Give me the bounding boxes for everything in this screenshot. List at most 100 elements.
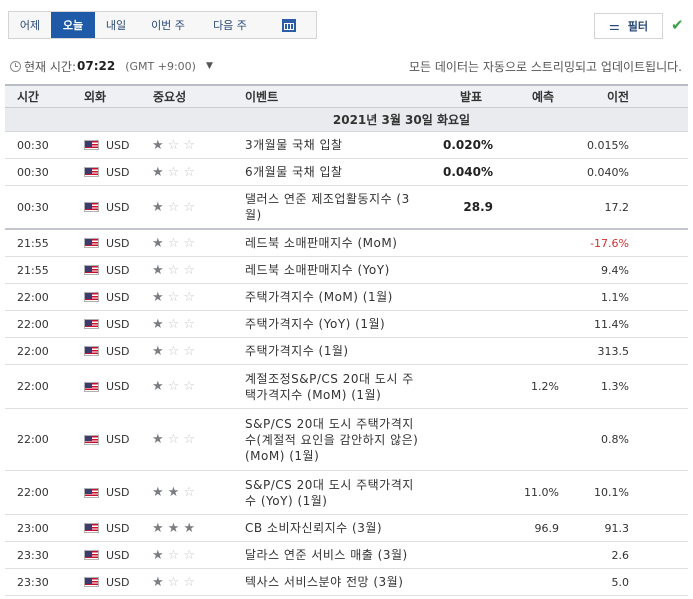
star-empty-icon: ☆ xyxy=(183,547,195,563)
row-importance: ★ ☆ ☆ xyxy=(148,380,240,393)
row-importance: ★ ☆ ☆ xyxy=(148,549,240,562)
currency-code: USD xyxy=(106,138,130,152)
table-row[interactable]: 22:00 USD ★ ☆ ☆ 계절조정S&P/CS 20대 도시 주택가격지수 (MoM… xyxy=(5,365,688,409)
star-filled-icon: ★ xyxy=(152,262,164,278)
importance-stars: ★ ☆ ☆ xyxy=(148,576,240,589)
currency-code: USD xyxy=(106,200,130,214)
row-previous: 5.0 xyxy=(611,575,630,589)
row-currency: USD xyxy=(78,139,148,152)
star-filled-icon: ★ xyxy=(152,547,164,563)
row-event[interactable]: 주택가격지수 (YoY) (1월) xyxy=(245,317,386,331)
row-previous: 0.015% xyxy=(587,138,629,152)
table-header: 시간 외화 중요성 이벤트 발표 예측 이전 xyxy=(5,84,688,108)
currency-code: USD xyxy=(106,380,130,393)
table-row[interactable]: 23:30 USD ★ ☆ ☆ 달라스 연준 서비스 매출 (3월) 2.6 xyxy=(5,542,688,569)
row-previous: 17.2 xyxy=(604,200,630,214)
col-actual[interactable]: 발표 xyxy=(459,90,483,104)
us-flag-icon xyxy=(84,167,99,177)
tab-today[interactable]: 오늘 xyxy=(51,12,95,38)
row-currency: USD xyxy=(78,318,148,331)
col-time[interactable]: 시간 xyxy=(17,90,40,104)
star-empty-icon: ☆ xyxy=(183,432,195,447)
row-event[interactable]: 레드북 소매판매지수 (YoY) xyxy=(245,263,390,277)
row-previous: 11.4% xyxy=(594,317,629,331)
table-row[interactable]: 00:30 USD ★ ☆ ☆ 댈러스 연준 제조업활동지수 (3월) 28.9 17.2 xyxy=(5,186,688,230)
table-row[interactable]: 23:00 USD ★ ★ ★ CB 소비자신뢰지수 (3월) 96.9 91.3 xyxy=(5,515,688,542)
row-previous: 313.5 xyxy=(597,344,630,358)
star-empty-icon: ☆ xyxy=(167,432,180,447)
tab-this-week[interactable]: 이번 주 xyxy=(151,19,185,32)
row-importance: ★ ☆ ☆ xyxy=(148,201,240,214)
table-row[interactable]: 22:00 USD ★ ☆ ☆ S&P/CS 20대 도시 주택가격지수(계절적 요인을 … xyxy=(5,409,688,471)
tab-yesterday[interactable]: 어제 xyxy=(19,19,41,32)
row-event[interactable]: 달라스 연준 서비스 매출 (3월) xyxy=(245,548,408,562)
star-empty-icon: ☆ xyxy=(183,316,195,332)
star-empty-icon: ☆ xyxy=(183,574,195,590)
tab-next-week[interactable]: 다음 주 xyxy=(213,19,247,32)
row-event[interactable]: S&P/CS 20대 도시 주택가격지수 (YoY) (1월) xyxy=(245,477,414,508)
us-flag-icon xyxy=(84,202,99,212)
row-time: 23:30 xyxy=(17,575,49,589)
row-importance: ★ ☆ ☆ xyxy=(148,139,240,152)
row-forecast: 1.2% xyxy=(531,380,559,393)
col-importance[interactable]: 중요성 xyxy=(153,90,187,104)
table-row[interactable]: 21:55 USD ★ ☆ ☆ 레드북 소매판매지수 (YoY) 9.4% xyxy=(5,257,688,284)
filter-button[interactable]: ⚌ 필터 xyxy=(594,13,663,39)
timezone-selector[interactable]: (GMT +9:00) xyxy=(125,59,196,73)
row-forecast: 96.9 xyxy=(534,521,560,535)
table-row[interactable]: 21:55 USD ★ ☆ ☆ 레드북 소매판매지수 (MoM) -17.6% xyxy=(5,230,688,257)
table-row[interactable]: 22:00 USD ★ ☆ ☆ 주택가격지수 (MoM) (1월) 1.1% xyxy=(5,284,688,311)
calendar-button[interactable] xyxy=(261,12,316,38)
table-body: 00:30 USD ★ ☆ ☆ 3개월물 국채 입찰 0.020% 0.015% 00:30 US… xyxy=(5,132,688,596)
col-previous[interactable]: 이전 xyxy=(606,90,630,104)
row-currency: USD xyxy=(78,201,148,214)
table-row[interactable]: 22:00 USD ★ ★ ☆ S&P/CS 20대 도시 주택가격지수 (YoY) (1… xyxy=(5,471,688,515)
tab-tomorrow[interactable]: 내일 xyxy=(105,19,127,32)
date-range-tabs: 어제 오늘 내일 이번 주 다음 주 xyxy=(8,11,317,39)
row-importance: ★ ☆ ☆ xyxy=(148,345,240,358)
row-event[interactable]: 주택가격지수 (1월) xyxy=(245,344,349,358)
importance-stars: ★ ☆ ☆ xyxy=(148,139,240,152)
currency-code: USD xyxy=(106,575,130,589)
table-row[interactable]: 00:30 USD ★ ☆ ☆ 6개월물 국채 입찰 0.040% 0.040% xyxy=(5,159,688,186)
us-flag-icon xyxy=(84,140,99,150)
check-icon: ✔ xyxy=(671,16,684,34)
row-event[interactable]: 주택가격지수 (MoM) (1월) xyxy=(245,290,393,304)
star-filled-icon: ★ xyxy=(152,137,164,153)
row-event[interactable]: 6개월물 국채 입찰 xyxy=(245,165,343,179)
col-event[interactable]: 이벤트 xyxy=(245,90,279,104)
row-event[interactable]: 텍사스 서비스분야 전망 (3월) xyxy=(245,575,404,589)
star-filled-icon: ★ xyxy=(152,574,164,590)
date-band: 2021년 3월 30일 화요일 xyxy=(5,108,688,132)
row-event[interactable]: 계절조정S&P/CS 20대 도시 주택가격지수 (MoM) (1월) xyxy=(245,371,414,402)
table-row[interactable]: 00:30 USD ★ ☆ ☆ 3개월물 국채 입찰 0.020% 0.015% xyxy=(5,132,688,159)
star-filled-icon: ★ xyxy=(152,164,164,180)
row-actual: 0.040% xyxy=(443,165,493,179)
us-flag-icon xyxy=(84,434,99,445)
row-time: 22:00 xyxy=(17,380,49,393)
row-actual: 0.020% xyxy=(443,138,493,152)
table-row[interactable]: 22:00 USD ★ ☆ ☆ 주택가격지수 (YoY) (1월) 11.4% xyxy=(5,311,688,338)
star-empty-icon: ☆ xyxy=(167,343,180,359)
star-filled-icon: ★ xyxy=(152,289,164,305)
clock-icon xyxy=(10,60,21,72)
col-currency[interactable]: 외화 xyxy=(84,90,107,104)
row-event[interactable]: 댈러스 연준 제조업활동지수 (3월) xyxy=(245,192,410,222)
importance-stars: ★ ☆ ☆ xyxy=(148,433,240,446)
row-event[interactable]: 3개월물 국채 입찰 xyxy=(245,138,343,152)
chevron-down-icon[interactable]: ▼ xyxy=(205,61,213,71)
row-importance: ★ ☆ ☆ xyxy=(148,433,240,446)
col-forecast[interactable]: 예측 xyxy=(531,90,555,104)
row-currency: USD xyxy=(78,264,148,277)
row-importance: ★ ★ ★ xyxy=(148,522,240,535)
row-event[interactable]: S&P/CS 20대 도시 주택가격지수(계절적 요인을 감안하지 않은) (M… xyxy=(245,416,419,463)
row-importance: ★ ☆ ☆ xyxy=(148,576,240,589)
table-row[interactable]: 23:30 USD ★ ☆ ☆ 텍사스 서비스분야 전망 (3월) 5.0 xyxy=(5,569,688,596)
row-event[interactable]: 레드북 소매판매지수 (MoM) xyxy=(245,236,398,250)
table-row[interactable]: 22:00 USD ★ ☆ ☆ 주택가격지수 (1월) 313.5 xyxy=(5,338,688,365)
us-flag-icon xyxy=(84,523,99,533)
row-event[interactable]: CB 소비자신뢰지수 (3월) xyxy=(245,521,383,535)
importance-stars: ★ ☆ ☆ xyxy=(148,345,240,358)
row-time: 00:30 xyxy=(17,165,49,179)
us-flag-icon xyxy=(84,292,99,302)
